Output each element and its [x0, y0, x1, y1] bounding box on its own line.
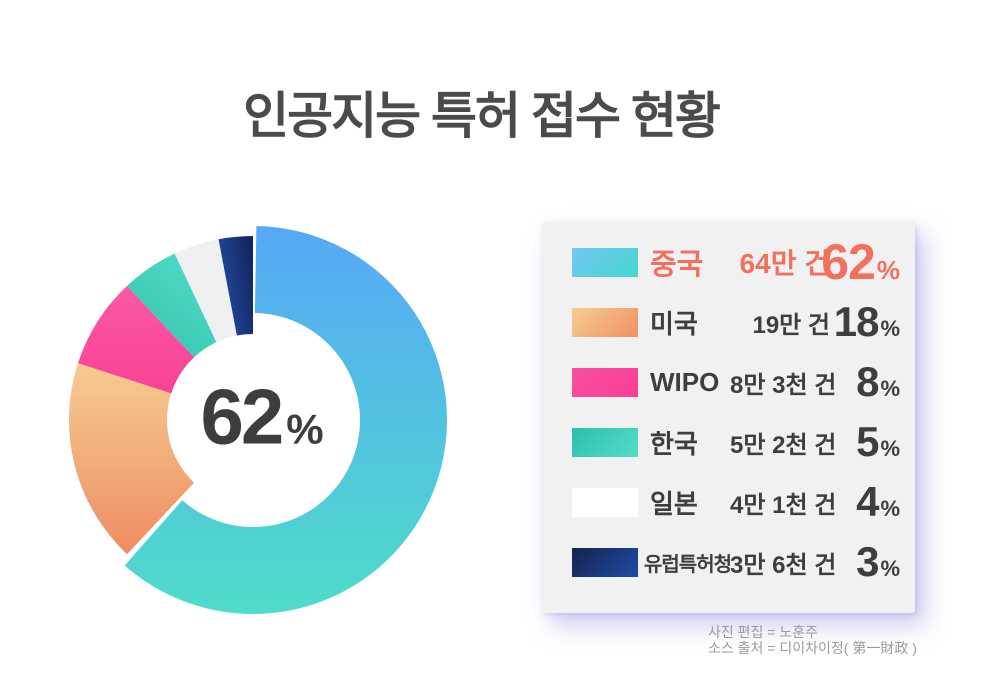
donut-slice-epo — [218, 236, 253, 336]
legend-row-japan: 일본 4만 1천 건 4% — [542, 472, 915, 532]
legend-percent-value-epo: 3 — [856, 538, 879, 585]
donut-slice-japan — [174, 239, 237, 343]
legend-label-epo: 유럽특허청 — [644, 553, 732, 576]
donut-slice-korea — [127, 253, 217, 358]
legend-row-korea: 한국 5만 2천 건 5% — [542, 412, 915, 472]
legend-label-korea: 한국 — [650, 428, 698, 459]
credits: 사진 편집 = 노훈주 소스 출처 = 디이차이정( 第一財政 ) — [708, 624, 917, 656]
legend-label-usa: 미국 — [650, 308, 698, 339]
legend-count-usa: 19만 건 — [752, 311, 830, 339]
legend-percent-value-usa: 18 — [833, 298, 880, 345]
legend-swatch-wipo — [572, 367, 638, 397]
credit-photo-editor: 사진 편집 = 노훈주 — [708, 624, 819, 640]
legend-count-korea: 5만 2천 건 — [730, 431, 837, 459]
legend-row-wipo: WIPO 8만 3천 건 8% — [542, 352, 915, 412]
legend-label-wipo: WIPO — [650, 366, 720, 397]
donut-center-percent-sign: % — [286, 405, 324, 453]
legend-count-japan: 4만 1천 건 — [730, 491, 837, 519]
legend-percent-sign-japan: % — [880, 496, 900, 521]
legend-percent-usa: 18% — [830, 298, 900, 346]
legend-swatch-china — [572, 247, 638, 277]
donut-slice-usa — [69, 363, 195, 555]
legend-percent-value-china: 62 — [821, 234, 876, 290]
legend-swatch-epo — [572, 547, 638, 577]
donut-chart-svg — [69, 226, 448, 615]
legend-label-china: 중국 — [650, 249, 704, 281]
legend-count-epo: 3만 6천 건 — [730, 551, 837, 579]
credit-source: 소스 출처 = 디이차이정( 第一財政 ) — [708, 640, 917, 656]
legend-percent-wipo: 8% — [830, 358, 900, 406]
legend-count-china: 64만 건 — [739, 248, 830, 279]
donut-slice-wipo — [78, 285, 195, 394]
legend-panel: 중국 64만 건 62% 미국 19만 건 18% WIPO 8만 3천 건 8% 한국 5만 2천… — [542, 222, 915, 613]
legend-percent-sign-epo: % — [880, 556, 900, 581]
legend-percent-value-wipo: 8 — [856, 358, 879, 405]
legend-percent-value-japan: 4 — [856, 478, 879, 525]
legend-swatch-usa — [572, 307, 638, 337]
legend-percent-korea: 5% — [830, 418, 900, 466]
legend-percent-sign-china: % — [876, 255, 900, 285]
legend-label-japan: 일본 — [650, 488, 698, 519]
donut-slice-china — [124, 226, 448, 615]
legend-swatch-japan — [572, 487, 638, 517]
legend-row-china: 중국 64만 건 62% — [542, 232, 915, 292]
legend-percent-sign-korea: % — [880, 436, 900, 461]
legend-percent-epo: 3% — [830, 538, 900, 586]
donut-center-value: 62 — [200, 372, 284, 461]
legend-row-epo: 유럽특허청 3만 6천 건 3% — [542, 532, 915, 592]
page-title: 인공지능 특허 접수 현황 — [243, 88, 721, 144]
donut-chart: 62 % — [0, 165, 508, 675]
legend-percent-sign-wipo: % — [880, 376, 900, 401]
legend-percent-value-korea: 5 — [856, 418, 879, 465]
donut-center-label: 62 % — [200, 372, 323, 463]
legend-percent-sign-usa: % — [880, 316, 900, 341]
legend-percent-japan: 4% — [830, 478, 900, 526]
legend-swatch-korea — [572, 427, 638, 457]
legend-percent-china: 62% — [821, 233, 900, 291]
legend-row-usa: 미국 19만 건 18% — [542, 292, 915, 352]
legend-count-wipo: 8만 3천 건 — [730, 371, 837, 399]
